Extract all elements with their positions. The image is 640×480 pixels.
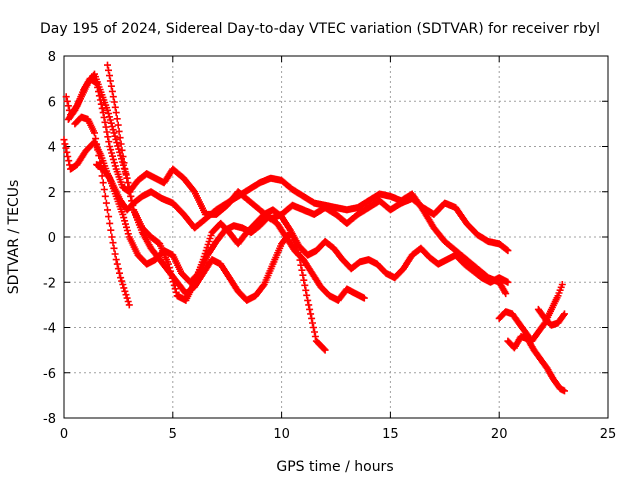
y-axis-label: SDTVAR / TECUs bbox=[6, 180, 22, 295]
y-tick-label: -6 bbox=[43, 367, 56, 382]
data-series bbox=[534, 305, 568, 329]
x-tick-label: 25 bbox=[600, 427, 617, 442]
plus-markers bbox=[93, 161, 368, 304]
y-tick-label: -2 bbox=[43, 276, 56, 291]
data-series bbox=[62, 75, 512, 255]
y-tick-label: 8 bbox=[48, 50, 56, 65]
data-layer bbox=[60, 61, 568, 395]
x-tick-label: 10 bbox=[273, 427, 290, 442]
plus-markers bbox=[534, 305, 568, 329]
chart-title: Day 195 of 2024, Sidereal Day-to-day VTE… bbox=[40, 21, 600, 37]
plus-markers bbox=[62, 75, 512, 255]
plus-markers bbox=[104, 61, 512, 304]
plus-markers bbox=[71, 113, 133, 309]
axis-ticks: 0 5 10 15 20 25 -8 -6 -4 -2 0 2 4 6 8 bbox=[43, 50, 616, 442]
y-tick-label: 6 bbox=[48, 95, 56, 110]
plus-markers bbox=[495, 281, 566, 345]
x-tick-label: 0 bbox=[60, 427, 68, 442]
plus-markers bbox=[504, 333, 568, 395]
y-tick-label: 2 bbox=[48, 186, 56, 201]
x-tick-label: 20 bbox=[491, 427, 508, 442]
data-series bbox=[495, 281, 566, 345]
data-series bbox=[93, 161, 368, 304]
data-series bbox=[104, 61, 512, 304]
x-tick-label: 15 bbox=[382, 427, 399, 442]
y-tick-label: 4 bbox=[48, 141, 56, 156]
y-tick-label: 0 bbox=[48, 231, 56, 246]
data-series bbox=[71, 113, 133, 309]
y-tick-label: -8 bbox=[43, 412, 56, 427]
x-axis-label: GPS time / hours bbox=[276, 459, 393, 475]
data-series bbox=[504, 333, 568, 395]
x-tick-label: 5 bbox=[169, 427, 177, 442]
y-tick-label: -4 bbox=[43, 322, 56, 337]
